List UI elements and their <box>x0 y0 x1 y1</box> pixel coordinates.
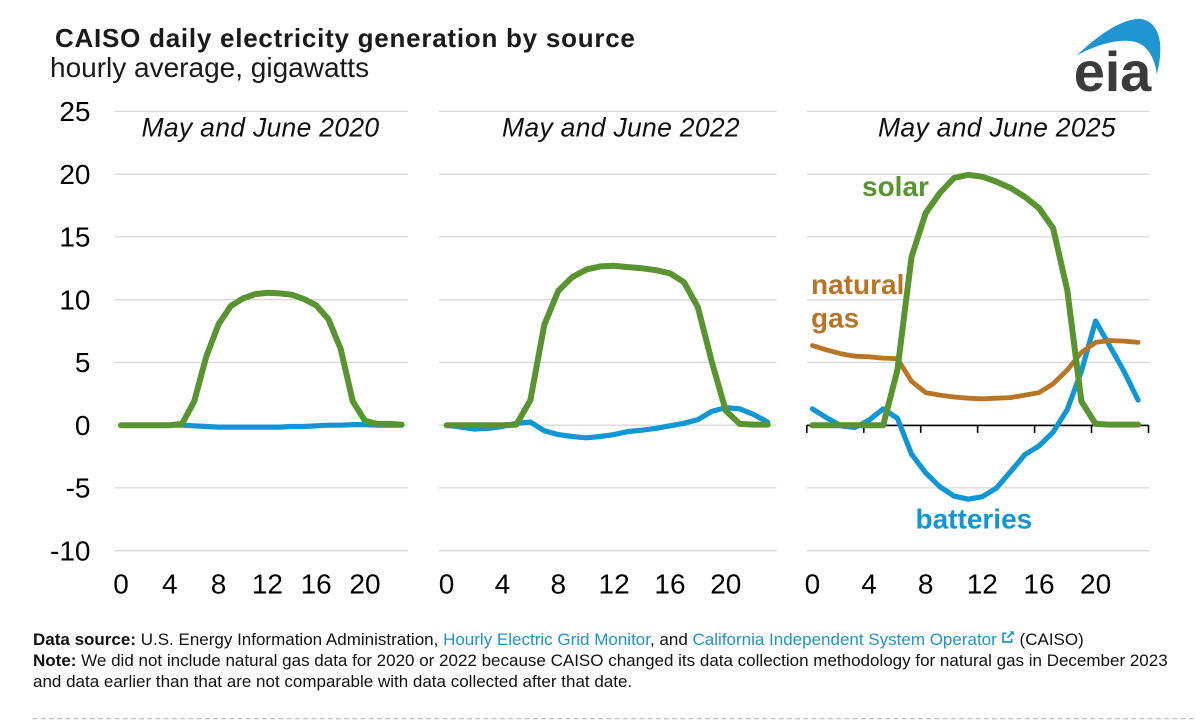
svg-text:0: 0 <box>75 410 91 441</box>
svg-text:20: 20 <box>349 569 380 600</box>
svg-text:8: 8 <box>918 569 934 600</box>
svg-text:0: 0 <box>805 569 821 600</box>
svg-text:0: 0 <box>113 569 129 600</box>
svg-text:16: 16 <box>654 569 685 600</box>
svg-text:12: 12 <box>599 569 630 600</box>
svg-text:May and June 2025: May and June 2025 <box>878 113 1116 143</box>
svg-text:16: 16 <box>301 569 332 600</box>
svg-text:8: 8 <box>211 569 227 600</box>
svg-text:10: 10 <box>59 285 90 316</box>
svg-text:gas: gas <box>811 302 859 333</box>
svg-text:batteries: batteries <box>916 503 1033 534</box>
svg-text:20: 20 <box>59 159 90 190</box>
svg-text:4: 4 <box>861 569 877 600</box>
svg-text:-5: -5 <box>66 473 91 504</box>
svg-text:16: 16 <box>1023 569 1054 600</box>
svg-text:eia: eia <box>1074 40 1152 103</box>
svg-text:natural: natural <box>811 269 904 300</box>
svg-text:0: 0 <box>439 569 455 600</box>
svg-text:4: 4 <box>162 569 178 600</box>
svg-text:4: 4 <box>495 569 511 600</box>
svg-text:20: 20 <box>710 569 741 600</box>
svg-text:12: 12 <box>252 569 283 600</box>
svg-text:20: 20 <box>1080 569 1111 600</box>
svg-text:solar: solar <box>862 171 929 202</box>
svg-text:May and June 2022: May and June 2022 <box>502 113 740 143</box>
svg-text:-10: -10 <box>50 536 90 567</box>
svg-text:8: 8 <box>551 569 567 600</box>
svg-text:12: 12 <box>967 569 998 600</box>
svg-text:15: 15 <box>59 222 90 253</box>
svg-text:5: 5 <box>75 347 91 378</box>
svg-text:May and June 2020: May and June 2020 <box>142 113 380 143</box>
svg-text:25: 25 <box>59 96 90 127</box>
